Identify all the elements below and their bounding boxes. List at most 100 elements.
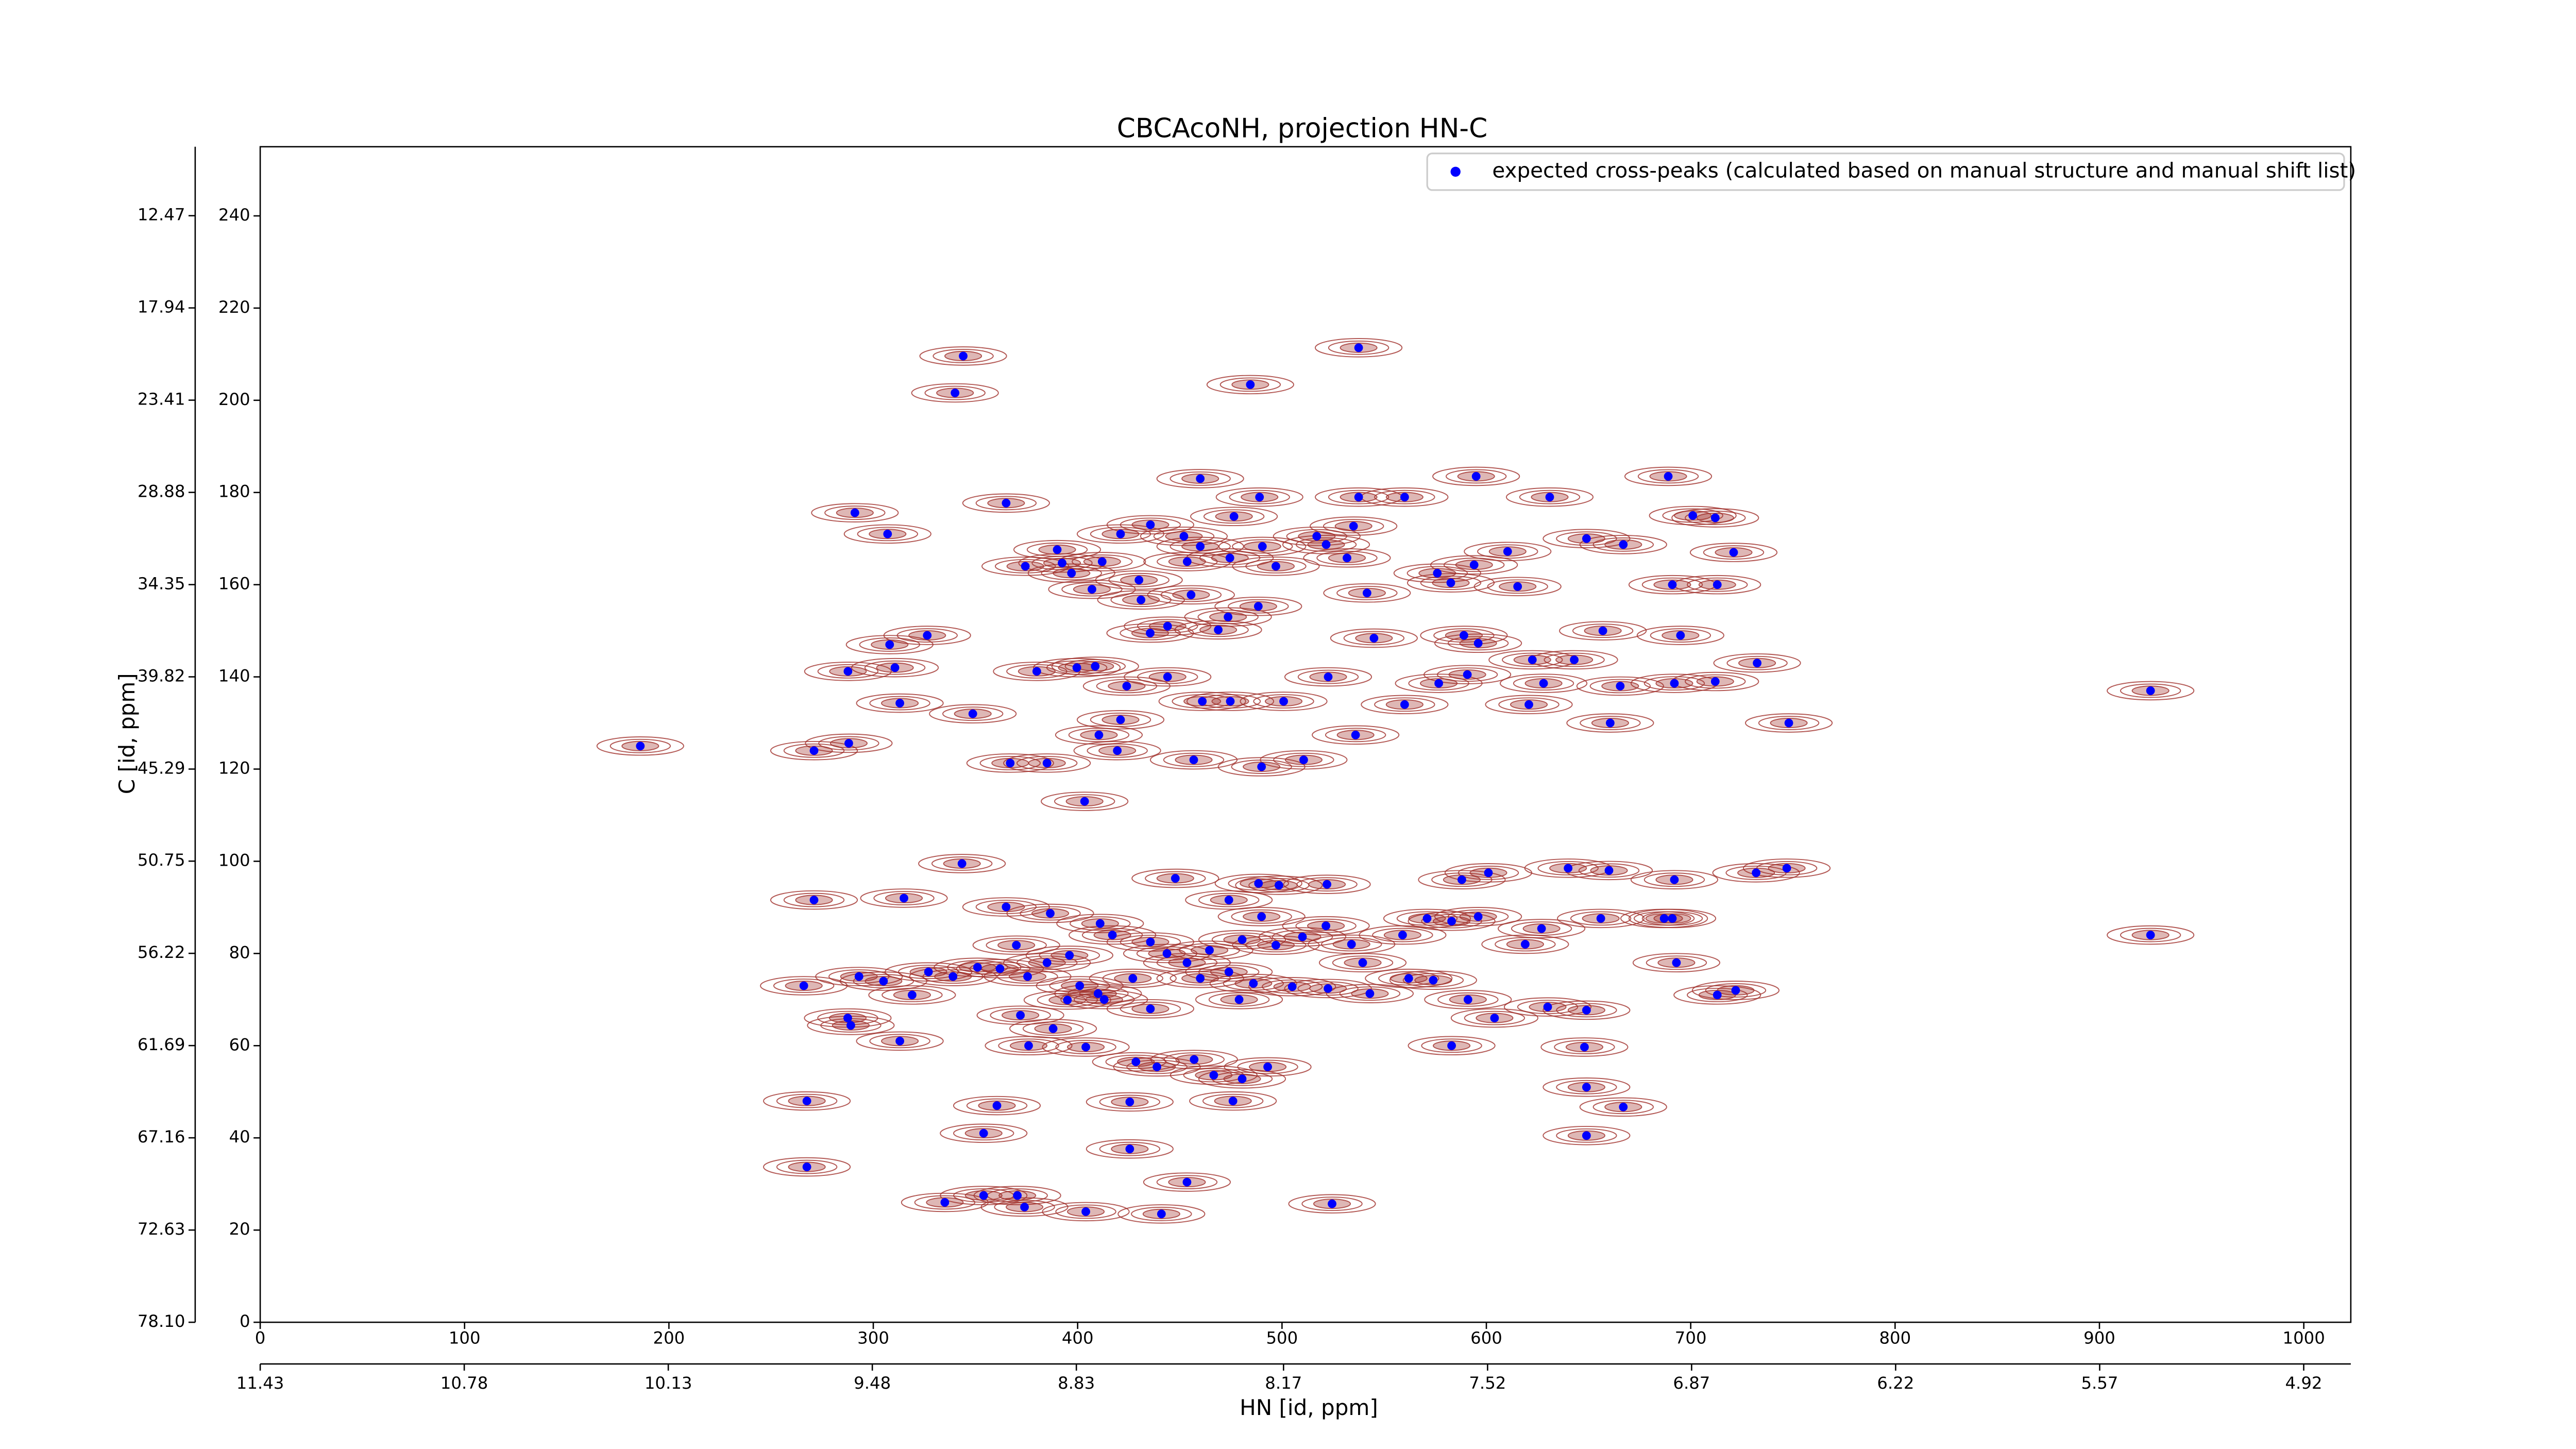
cross-peak [979, 1191, 988, 1200]
peak-contour [1295, 537, 1357, 552]
y2-tick-label: 23.41 [138, 390, 185, 409]
cross-peak [1190, 1055, 1199, 1064]
cross-peak [1182, 1177, 1192, 1187]
cross-peak [1503, 547, 1512, 556]
peak-contour [805, 733, 893, 753]
cross-peak [1024, 1041, 1033, 1050]
y-tick-label: 220 [218, 297, 250, 317]
peak-contour [1055, 725, 1143, 745]
cross-peak [883, 529, 892, 538]
cross-peak [1116, 529, 1125, 538]
peak-contour [1037, 992, 1098, 1007]
peak-contour [1092, 1052, 1180, 1072]
peak-contour [1556, 1003, 1617, 1018]
peak-contour [1628, 908, 1717, 929]
cross-peak [1422, 914, 1432, 923]
cross-peak [1196, 542, 1205, 551]
y-tick-label: 60 [229, 1035, 250, 1054]
peak-contour [1248, 878, 1310, 892]
cross-peak [1616, 682, 1625, 690]
peak-contour [1041, 566, 1103, 581]
peak-contour [1248, 977, 1336, 997]
cross-peak [1128, 974, 1138, 983]
cross-peak [1209, 1071, 1218, 1080]
y2-tick-label: 61.69 [138, 1035, 185, 1054]
peak-contour [1336, 585, 1398, 600]
cross-peak [1081, 1207, 1090, 1216]
peak-contour [1214, 873, 1302, 894]
peak-contour [1224, 1057, 1312, 1077]
peak-contour [919, 346, 1007, 366]
peak-contour [1543, 1125, 1631, 1145]
x2-tick-label: 6.87 [1673, 1373, 1710, 1393]
peak-contour [1580, 716, 1641, 730]
peak-contour [811, 503, 899, 523]
cross-peak [1782, 864, 1791, 873]
cross-peak [809, 746, 819, 755]
cross-peak [1539, 679, 1548, 688]
peak-contour [1064, 659, 1126, 673]
peak-contour [1041, 791, 1129, 811]
peak-contour [763, 1091, 851, 1111]
cross-peak [799, 981, 808, 990]
peak-contour [1042, 1202, 1130, 1222]
peak-contour [1487, 579, 1548, 594]
cross-peak [1137, 595, 1146, 604]
cross-peak [1196, 474, 1205, 483]
cross-peak [1324, 672, 1333, 681]
peak-contour [1544, 652, 1605, 667]
peak-contour [1140, 526, 1228, 546]
cross-peak [1328, 1199, 1336, 1208]
peak-contour [901, 1192, 989, 1212]
cross-peak [979, 1128, 988, 1138]
cross-peak [850, 508, 859, 517]
cross-peak [1214, 625, 1223, 634]
peak-contour [1131, 868, 1219, 888]
peak-contour [1120, 935, 1181, 949]
cross-peak [1020, 1203, 1029, 1211]
peak-contour [1434, 907, 1522, 926]
cross-peak [1131, 1057, 1141, 1067]
cross-peak [1484, 868, 1493, 878]
peak-contour [1326, 984, 1414, 1003]
x-tick-label: 800 [1879, 1328, 1911, 1347]
peak-contour [1120, 626, 1181, 641]
peak-contour [1636, 626, 1724, 645]
peak-contour [1685, 674, 1746, 689]
cross-peak [1002, 498, 1011, 508]
peak-contour [2107, 925, 2195, 945]
peak-contour [966, 753, 1054, 773]
cross-peak [940, 1198, 950, 1207]
cross-peak [1469, 560, 1479, 569]
x2-tick-label: 4.92 [2285, 1373, 2322, 1393]
peak-contour [911, 383, 999, 403]
peak-contour [1214, 596, 1302, 616]
cross-peak [846, 1021, 855, 1030]
cross-peak [844, 739, 853, 748]
cross-peak [1046, 909, 1055, 918]
cross-peak [1784, 718, 1793, 728]
peak-contour [1643, 676, 1705, 691]
cross-peak [1343, 553, 1351, 563]
x2-tick-label: 8.17 [1265, 1373, 1302, 1393]
peak-contour [596, 736, 684, 756]
peak-contour [1343, 631, 1405, 646]
cross-peak [1582, 1131, 1591, 1140]
peak-contour [1202, 1093, 1264, 1108]
cross-peak [1116, 715, 1125, 724]
x-tick-label: 900 [2083, 1328, 2115, 1347]
peak-contour [1447, 636, 1509, 651]
y-tick-label: 0 [240, 1311, 250, 1331]
y2-tick-label: 67.16 [138, 1127, 185, 1147]
cross-peak [1354, 493, 1363, 502]
peak-contour [2107, 681, 2195, 701]
peak-contour [1016, 755, 1078, 770]
peak-contour [972, 935, 1060, 955]
peak-contour [1328, 490, 1389, 504]
peak-contour [1421, 1038, 1482, 1053]
cross-peak [1713, 990, 1722, 1000]
peak-contour [1273, 752, 1334, 767]
peak-contour [1185, 890, 1273, 910]
peak-contour [1420, 576, 1482, 590]
peak-contour [1229, 490, 1290, 504]
